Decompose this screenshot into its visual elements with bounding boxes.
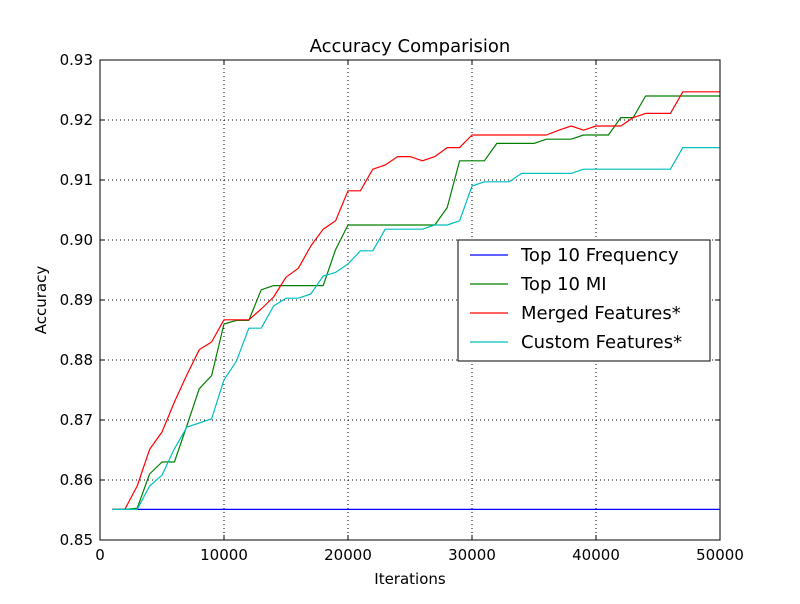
y-tick-label: 0.89: [60, 291, 93, 309]
series-lines: [112, 91, 720, 510]
x-tick-label: 10000: [200, 546, 248, 564]
y-tick-label: 0.90: [60, 231, 93, 249]
series-line-merged-features: [112, 91, 720, 510]
y-tick-label: 0.91: [60, 171, 93, 189]
x-axis-label: Iterations: [374, 570, 446, 588]
y-tick-label: 0.87: [60, 411, 93, 429]
y-tick-label: 0.85: [60, 531, 93, 549]
axis-ticks: 0 10000 20000 30000 40000 50000 0.85 0.86 0.87 0.…: [60, 51, 744, 564]
x-tick-label: 20000: [324, 546, 372, 564]
chart-title: Accuracy Comparision: [310, 36, 511, 57]
legend-label-custom-features: Custom Features*: [521, 332, 682, 353]
x-tick-label: 0: [95, 546, 105, 564]
x-tick-label: 30000: [448, 546, 496, 564]
series-line-custom-features: [112, 147, 720, 510]
legend-box: [457, 239, 711, 362]
x-tick-label: 50000: [696, 546, 744, 564]
series-line-top-10-mi: [112, 95, 720, 510]
legend-label-top-10-frequency: Top 10 Frequency: [520, 245, 679, 266]
y-tick-label: 0.88: [60, 351, 93, 369]
legend-label-top-10-mi: Top 10 MI: [520, 274, 607, 295]
y-tick-label: 0.86: [60, 471, 93, 489]
x-tick-label: 40000: [572, 546, 620, 564]
y-tick-label: 0.93: [60, 51, 93, 69]
legend: Top 10 Frequency Top 10 MI Merged Features…: [457, 239, 711, 362]
y-axis-label: Accuracy: [32, 266, 50, 335]
y-tick-label: 0.92: [60, 111, 93, 129]
legend-label-merged-features: Merged Features*: [521, 303, 681, 324]
